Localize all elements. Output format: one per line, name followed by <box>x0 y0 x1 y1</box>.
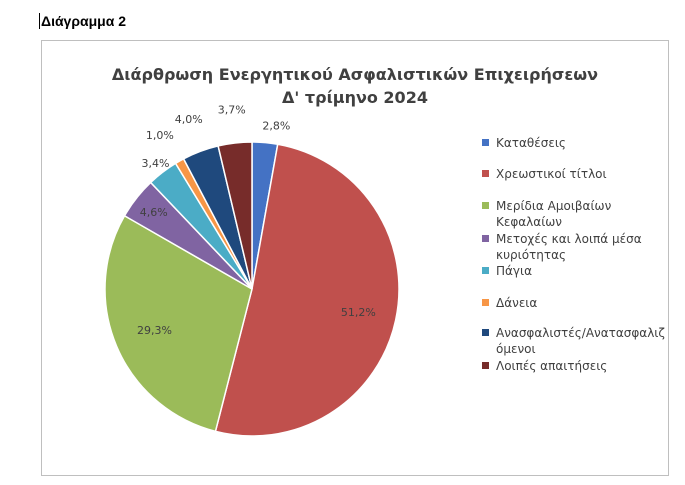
legend-label: Χρεωστικοί τίτλοι <box>496 167 607 181</box>
legend-label: Ανασφαλιστές/Ανατασφαλιζ όμενοι <box>496 326 665 356</box>
legend-item: Ανασφαλιστές/Ανατασφαλιζ όμενοι <box>482 325 665 357</box>
legend-swatch <box>482 170 489 177</box>
legend-item: Μετοχές και λοιπά μέσα κυριότητας <box>482 231 642 263</box>
legend-label: Πάγια <box>496 264 533 278</box>
data-label-1: 2,8% <box>262 119 290 132</box>
legend-item: Λοιπές απαιτήσεις <box>482 358 607 374</box>
legend-label: Καταθέσεις <box>496 136 566 150</box>
data-label-7: 4,0% <box>175 113 203 126</box>
figure-label: Διάγραμμα 2 <box>39 13 127 29</box>
legend-swatch <box>482 235 489 242</box>
legend-label: Μετοχές και λοιπά μέσα κυριότητας <box>496 232 642 262</box>
data-label-5: 3,4% <box>142 157 170 170</box>
pie-chart: 2,8% 51,2% 29,3% 4,6% 3,4% 1,0%4,0% 3,7% <box>104 103 400 437</box>
chart-subtitle: Δ' τρίμηνο 2024 <box>282 88 428 107</box>
data-label-3: 29,3% <box>137 324 172 337</box>
legend-item: Καταθέσεις <box>482 135 566 151</box>
legend-label: Δάνεια <box>496 296 538 310</box>
legend-label: Μερίδια Αμοιβαίων Κεφαλαίων <box>496 199 612 229</box>
legend-swatch <box>482 202 489 209</box>
legend-item: Πάγια <box>482 263 532 279</box>
data-label-4: 4,6% <box>140 206 168 219</box>
legend-item: Μερίδια Αμοιβαίων Κεφαλαίων <box>482 198 611 230</box>
legend-label: Λοιπές απαιτήσεις <box>496 359 608 373</box>
legend-item: Δάνεια <box>482 295 537 311</box>
pie-slice-3 <box>104 214 253 433</box>
pie-slice-8 <box>217 141 253 290</box>
chart-title: Διάρθρωση Ενεργητικού Ασφαλιστικών Επιχε… <box>111 65 599 84</box>
legend-swatch <box>482 267 489 274</box>
legend-item: Χρεωστικοί τίτλοι <box>482 166 607 182</box>
data-label-8: 3,7% <box>218 103 246 116</box>
legend-swatch <box>482 329 489 336</box>
legend-swatch <box>482 362 489 369</box>
data-label-6: 1,0% <box>146 129 174 142</box>
legend-swatch <box>482 299 489 306</box>
pie-slice-2 <box>214 143 400 437</box>
legend-swatch <box>482 139 489 146</box>
chart-area: Διάρθρωση Ενεργητικού Ασφαλιστικών Επιχε… <box>41 40 669 476</box>
data-label-2: 51,2% <box>341 306 376 319</box>
